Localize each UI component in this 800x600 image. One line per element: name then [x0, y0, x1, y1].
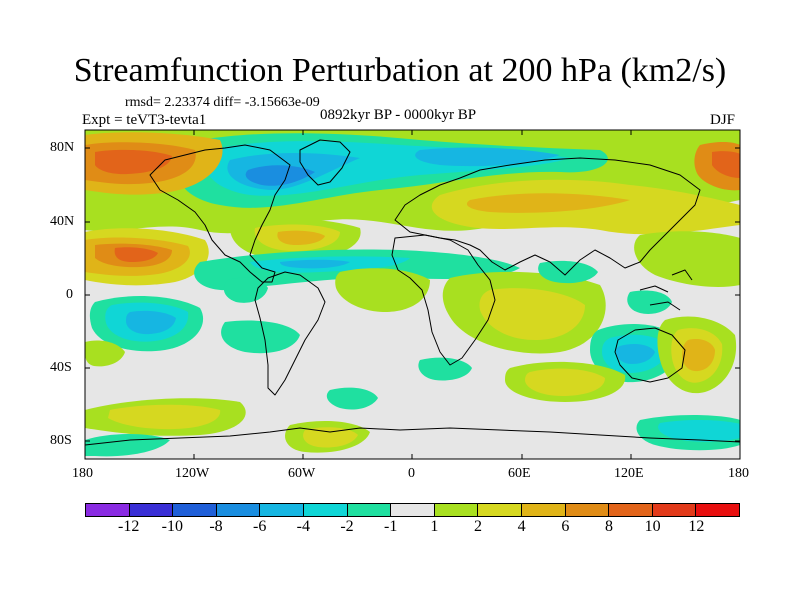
colorbar-label: 4	[517, 518, 526, 535]
contour-band-positive	[114, 247, 158, 262]
contour-band-positive	[466, 193, 630, 213]
colorbar	[85, 503, 740, 517]
coastline-north-america	[149, 144, 291, 283]
contour-band-positive	[277, 230, 325, 245]
colorbar-swatch	[609, 504, 653, 516]
lon-label-180w: 180	[72, 466, 93, 481]
contour-band-negative	[126, 310, 176, 335]
contour-band-positive	[108, 404, 221, 430]
colorbar-swatch	[347, 504, 392, 516]
contour-band-negative	[415, 147, 560, 167]
colorbar-label: 10	[644, 518, 661, 535]
lat-label-0: 0	[66, 287, 73, 302]
contour-band-positive	[479, 288, 585, 340]
contour-band-negative	[221, 320, 300, 354]
colorbar-swatch	[696, 504, 739, 516]
contour-band-positive	[85, 340, 125, 367]
contour-band-positive	[712, 151, 740, 178]
contour-band-negative	[245, 165, 315, 186]
contour-band-positive	[95, 149, 172, 175]
colorbar-label: -4	[296, 518, 310, 535]
coastline-south-america	[254, 271, 326, 396]
contour-band-negative	[658, 420, 740, 442]
colorbar-swatch	[391, 504, 435, 516]
lat-label-40s: 40S	[50, 360, 72, 375]
colorbar-label: -6	[252, 518, 267, 535]
period-label: 0892kyr BP - 0000kyr BP	[320, 107, 477, 123]
colorbar-label: -2	[340, 518, 354, 535]
lon-label-120w: 120W	[175, 466, 210, 481]
contour-band-negative	[326, 387, 378, 410]
colorbar-swatch	[86, 504, 130, 516]
colorbar-label: 1	[430, 518, 439, 535]
colorbar-swatch	[303, 504, 348, 516]
contour-band-positive	[634, 231, 740, 287]
lat-label-80s: 80S	[50, 433, 72, 448]
colorbar-label: -1	[383, 518, 398, 535]
lon-label-120e: 120E	[614, 466, 644, 481]
coastline-greenland	[299, 139, 351, 186]
colorbar-label: 2	[474, 518, 482, 535]
colorbar-swatch	[652, 504, 697, 516]
plot-title: Streamfunction Perturbation at 200 hPa (…	[73, 52, 727, 89]
lat-label-80n: 80N	[50, 140, 75, 155]
colorbar-label: -12	[117, 518, 140, 535]
colorbar-label: -8	[209, 518, 223, 535]
coastline-europe-asia	[394, 157, 701, 276]
axis-ticks	[84, 130, 741, 459]
coastlines	[85, 139, 740, 446]
lat-label-40n: 40N	[50, 214, 75, 229]
stats-text: rmsd= 2.23374 diff= -3.15663e-09	[125, 95, 320, 110]
contour-band-positive	[335, 268, 430, 312]
colorbar-label: 6	[561, 518, 570, 535]
experiment-label: Expt = teVT3-tevta1	[82, 112, 207, 128]
colorbar-swatch	[260, 504, 304, 516]
colorbar-swatch	[565, 504, 610, 516]
colorbar-swatch	[216, 504, 261, 516]
coastline-africa	[391, 234, 496, 366]
lon-label-0: 0	[408, 466, 415, 481]
contour-band-negative	[616, 344, 655, 364]
contour-band-negative	[418, 357, 472, 381]
contour-band-positive	[682, 339, 715, 372]
colorbar-swatch	[478, 504, 522, 516]
coastline-antarctica	[85, 427, 740, 446]
lon-label-180e: 180	[728, 466, 749, 481]
lon-label-60w: 60W	[288, 466, 316, 481]
field-layer	[85, 130, 740, 459]
contour-band-negative	[280, 259, 350, 269]
contour-band-negative	[223, 277, 268, 303]
colorbar-swatch	[173, 504, 217, 516]
colorbar-label: 8	[605, 518, 613, 535]
colorbar-swatch	[521, 504, 566, 516]
colorbar-label: 12	[688, 518, 705, 535]
season-label: DJF	[710, 112, 736, 128]
contour-band-positive	[525, 368, 605, 396]
coastline-islands	[639, 269, 693, 311]
colorbar-swatch	[129, 504, 174, 516]
contour-band-negative	[627, 290, 672, 314]
coastline-australia	[614, 327, 686, 383]
contour-band-positive	[303, 427, 358, 448]
colorbar-label: -10	[161, 518, 183, 535]
lon-label-60e: 60E	[508, 466, 531, 481]
colorbar-swatch	[434, 504, 479, 516]
